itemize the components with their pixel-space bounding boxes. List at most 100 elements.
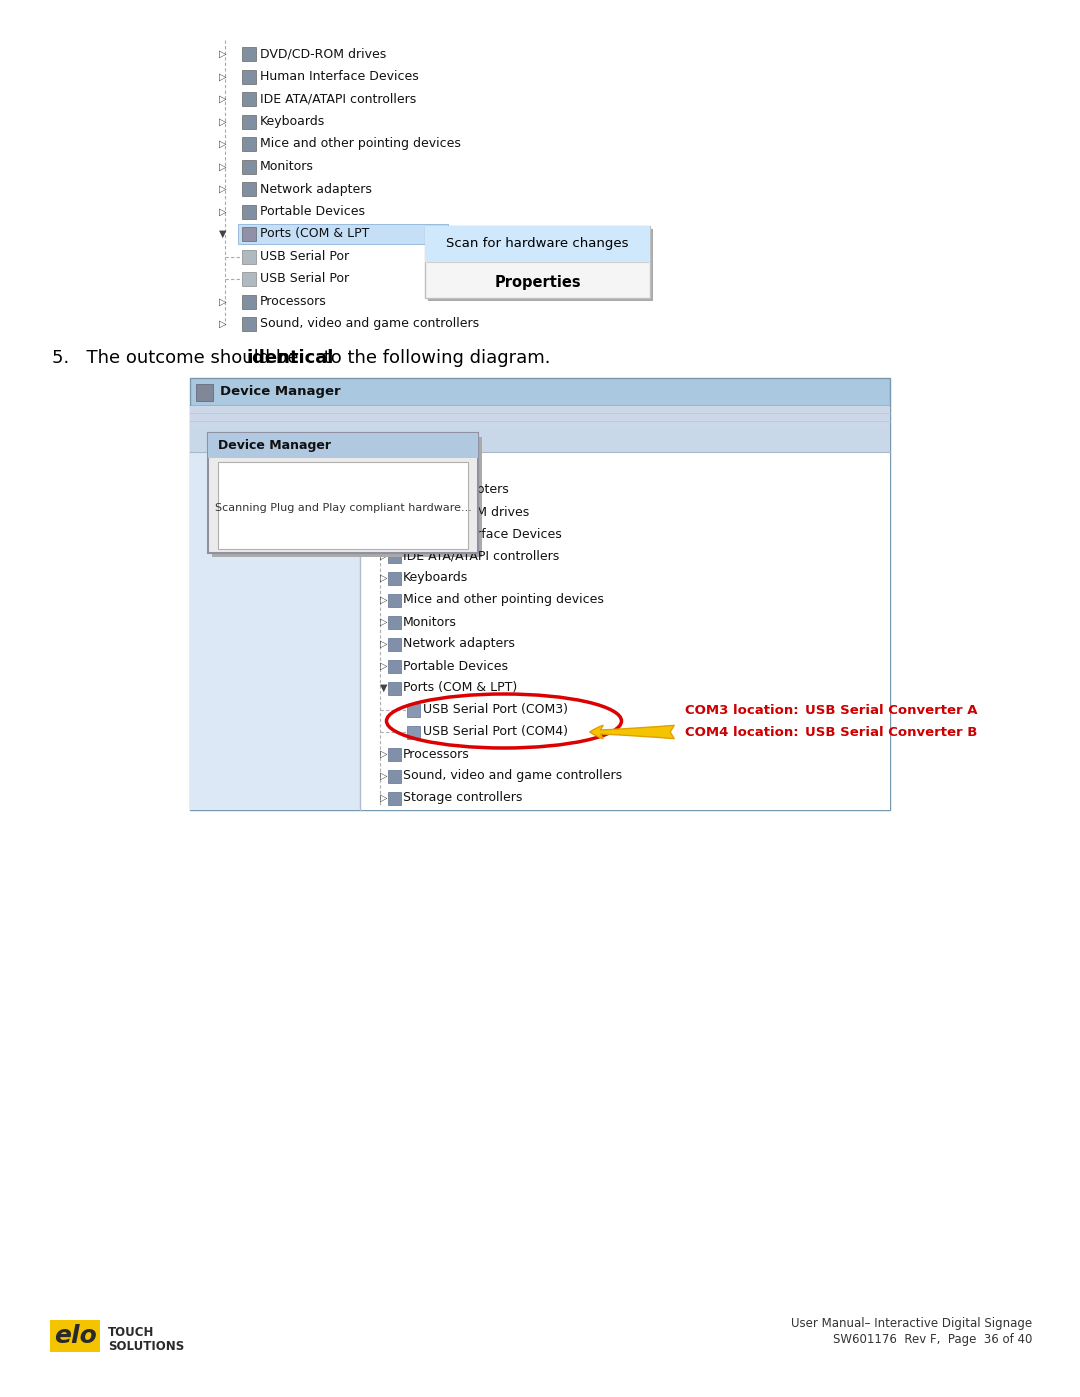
- Bar: [407, 726, 420, 739]
- Text: ▷: ▷: [219, 138, 227, 149]
- Text: Human Interface Devices: Human Interface Devices: [403, 528, 562, 541]
- Bar: [388, 770, 401, 782]
- Text: ▷: ▷: [219, 319, 227, 330]
- Text: ▷: ▷: [219, 49, 227, 59]
- Text: ▷: ▷: [219, 296, 227, 306]
- Bar: [208, 433, 478, 458]
- Text: USB Serial Port (COM3): USB Serial Port (COM3): [423, 704, 568, 717]
- Text: USB Serial Converter B: USB Serial Converter B: [805, 725, 977, 739]
- Bar: [388, 528, 401, 541]
- Text: elo: elo: [54, 1324, 96, 1348]
- Bar: [360, 453, 890, 810]
- Text: ▷: ▷: [219, 116, 227, 127]
- Text: ▷: ▷: [380, 793, 388, 803]
- Text: ▷: ▷: [219, 162, 227, 172]
- Text: ▷: ▷: [380, 661, 388, 671]
- Bar: [388, 682, 401, 694]
- Text: Sound, video and game controllers: Sound, video and game controllers: [403, 770, 622, 782]
- Text: User Manual– Interactive Digital Signage: User Manual– Interactive Digital Signage: [791, 1317, 1032, 1330]
- Text: Ports (COM & LPT: Ports (COM & LPT: [260, 228, 369, 240]
- Text: SW601176  Rev F,  Page  36 of 40: SW601176 Rev F, Page 36 of 40: [833, 1334, 1032, 1347]
- Bar: [388, 638, 401, 651]
- Text: Device Manager: Device Manager: [220, 386, 340, 398]
- Text: Portable Devices: Portable Devices: [260, 205, 365, 218]
- Text: Human Interface Devices: Human Interface Devices: [260, 70, 419, 82]
- Bar: [242, 317, 256, 331]
- Text: USB Serial Converter A: USB Serial Converter A: [805, 704, 977, 717]
- Bar: [212, 437, 482, 557]
- Text: to the following diagram.: to the following diagram.: [319, 349, 551, 367]
- Text: Processors: Processors: [403, 747, 470, 760]
- Text: Monitors: Monitors: [260, 161, 314, 173]
- Text: Device Manager: Device Manager: [218, 440, 330, 453]
- Text: Scan for hardware changes: Scan for hardware changes: [446, 237, 629, 250]
- Bar: [242, 159, 256, 173]
- Text: COM3 location:: COM3 location:: [685, 704, 798, 717]
- Bar: [238, 224, 448, 244]
- Text: DVD/CD-ROM drives: DVD/CD-ROM drives: [403, 506, 529, 518]
- Text: ▷: ▷: [380, 595, 388, 605]
- Bar: [218, 462, 468, 549]
- Bar: [388, 659, 401, 673]
- Text: Processors: Processors: [260, 295, 327, 307]
- Text: DVD/CD-ROM drives: DVD/CD-ROM drives: [260, 47, 387, 60]
- Text: ▷: ▷: [380, 638, 388, 650]
- Bar: [208, 433, 478, 553]
- Bar: [50, 1320, 100, 1352]
- Text: Mice and other pointing devices: Mice and other pointing devices: [260, 137, 461, 151]
- Text: TOUCH: TOUCH: [108, 1326, 154, 1338]
- Bar: [190, 407, 890, 810]
- Bar: [242, 70, 256, 84]
- Bar: [242, 204, 256, 218]
- Text: SOLUTIONS: SOLUTIONS: [108, 1341, 185, 1354]
- Bar: [242, 250, 256, 264]
- Text: Network adapters: Network adapters: [260, 183, 372, 196]
- Text: ▷: ▷: [380, 550, 388, 562]
- Bar: [195, 384, 213, 401]
- Bar: [190, 427, 890, 453]
- Text: Monitors: Monitors: [403, 616, 457, 629]
- Text: USB Serial Por: USB Serial Por: [260, 272, 349, 285]
- Text: ▷: ▷: [380, 771, 388, 781]
- Bar: [190, 379, 890, 407]
- Bar: [242, 47, 256, 61]
- Text: ▷: ▷: [380, 485, 388, 495]
- Bar: [190, 407, 890, 427]
- Bar: [388, 483, 401, 497]
- Text: COM4 location:: COM4 location:: [685, 725, 798, 739]
- Bar: [428, 229, 653, 300]
- Text: ▷: ▷: [380, 462, 388, 474]
- Text: Keyboards: Keyboards: [403, 571, 469, 584]
- Text: Display adapters: Display adapters: [403, 483, 509, 496]
- Text: USB Serial Por: USB Serial Por: [260, 250, 349, 263]
- Text: ▷: ▷: [219, 94, 227, 103]
- Bar: [242, 272, 256, 286]
- Bar: [242, 295, 256, 309]
- Text: Keyboards: Keyboards: [260, 115, 325, 129]
- Text: ▷: ▷: [219, 184, 227, 194]
- Text: ▷: ▷: [380, 573, 388, 583]
- Bar: [426, 226, 650, 298]
- Text: Ports (COM & LPT): Ports (COM & LPT): [403, 682, 517, 694]
- Bar: [388, 506, 401, 520]
- Text: ▷: ▷: [380, 507, 388, 517]
- Text: ▷: ▷: [380, 617, 388, 627]
- Bar: [388, 462, 401, 475]
- Text: Sound, video and game controllers: Sound, video and game controllers: [260, 317, 480, 331]
- Text: IDE ATA/ATAPI controllers: IDE ATA/ATAPI controllers: [260, 92, 416, 106]
- Text: USB Serial Port (COM4): USB Serial Port (COM4): [423, 725, 568, 739]
- Bar: [426, 226, 650, 263]
- Bar: [195, 29, 755, 335]
- Bar: [242, 182, 256, 196]
- Text: ▷: ▷: [219, 71, 227, 81]
- Bar: [388, 616, 401, 629]
- Bar: [407, 704, 420, 717]
- Text: Scanning Plug and Play compliant hardware...: Scanning Plug and Play compliant hardwar…: [215, 503, 472, 513]
- Text: ▷: ▷: [380, 749, 388, 759]
- Bar: [388, 571, 401, 585]
- Text: ▼: ▼: [380, 683, 388, 693]
- Bar: [388, 747, 401, 761]
- Text: Network adapters: Network adapters: [403, 637, 515, 651]
- Bar: [242, 137, 256, 151]
- Bar: [242, 92, 256, 106]
